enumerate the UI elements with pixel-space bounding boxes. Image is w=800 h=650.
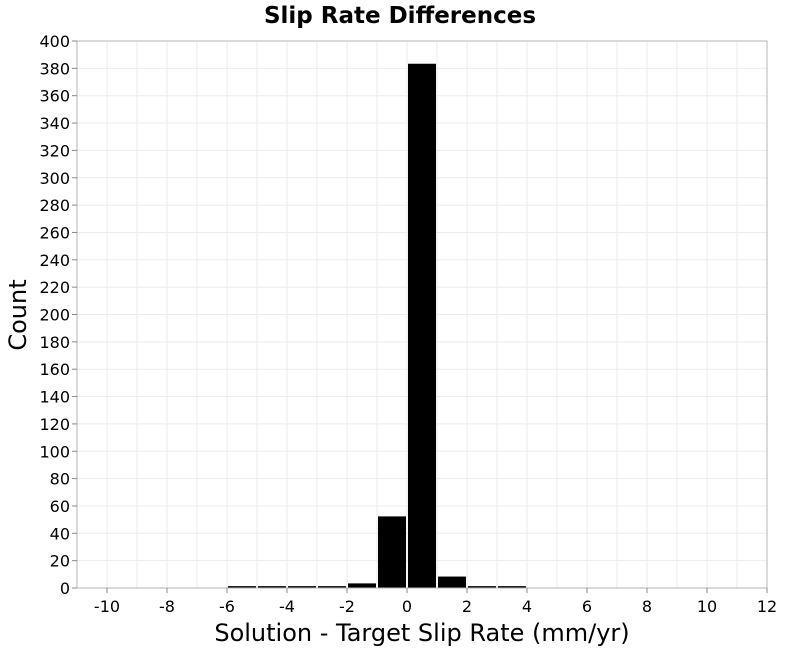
y-tick-label: 80 — [50, 470, 70, 489]
y-tick-label: 320 — [39, 141, 70, 160]
y-tick-label: 300 — [39, 169, 70, 188]
x-tick-label: 12 — [757, 597, 777, 616]
x-tick-label: -4 — [279, 597, 295, 616]
x-tick-label: 8 — [642, 597, 652, 616]
y-tick-label: 260 — [39, 223, 70, 242]
x-tick-label: 4 — [522, 597, 532, 616]
y-tick-label: 240 — [39, 251, 70, 270]
x-tick-label: -10 — [94, 597, 120, 616]
x-tick-labels: -10 -8 -6 -4 -2 0 2 4 6 8 10 12 — [94, 597, 777, 616]
y-tick-label: 100 — [39, 442, 70, 461]
histogram-bar: 3 — [348, 583, 376, 589]
histogram-bar: 8 — [438, 576, 466, 589]
chart-title: Slip Rate Differences — [264, 3, 536, 29]
y-tick-label: 0 — [60, 579, 70, 598]
y-tick-label: 400 — [39, 32, 70, 51]
y-tick-label: 20 — [50, 552, 70, 571]
y-tick-labels: 0 20 40 60 80 100 120 140 160 180 200 220 240 260 280 3… — [39, 32, 70, 598]
y-tick-label: 360 — [39, 87, 70, 106]
y-tick-label: 180 — [39, 333, 70, 352]
histogram-bar: 52 — [378, 516, 406, 589]
x-tick-label: -2 — [339, 597, 355, 616]
y-tick-label: 120 — [39, 415, 70, 434]
y-tick-label: 280 — [39, 196, 70, 215]
y-tick-label: 160 — [39, 360, 70, 379]
x-tick-label: 2 — [462, 597, 472, 616]
bars: 1111352383811 — [228, 63, 526, 589]
x-tick-label: -6 — [219, 597, 235, 616]
y-axis-label: Count — [4, 279, 32, 350]
x-tick-label: -8 — [159, 597, 175, 616]
histogram-bar: 383 — [408, 63, 436, 589]
y-tick-label: 340 — [39, 114, 70, 133]
ticks — [72, 40, 768, 593]
x-tick-label: 6 — [582, 597, 592, 616]
y-tick-label: 380 — [39, 59, 70, 78]
y-tick-label: 140 — [39, 388, 70, 407]
x-tick-label: 10 — [697, 597, 717, 616]
y-tick-label: 40 — [50, 524, 70, 543]
y-tick-label: 200 — [39, 306, 70, 325]
y-tick-label: 60 — [50, 497, 70, 516]
x-tick-label: 0 — [402, 597, 412, 616]
x-axis-label: Solution - Target Slip Rate (mm/yr) — [214, 619, 629, 647]
y-tick-label: 220 — [39, 278, 70, 297]
